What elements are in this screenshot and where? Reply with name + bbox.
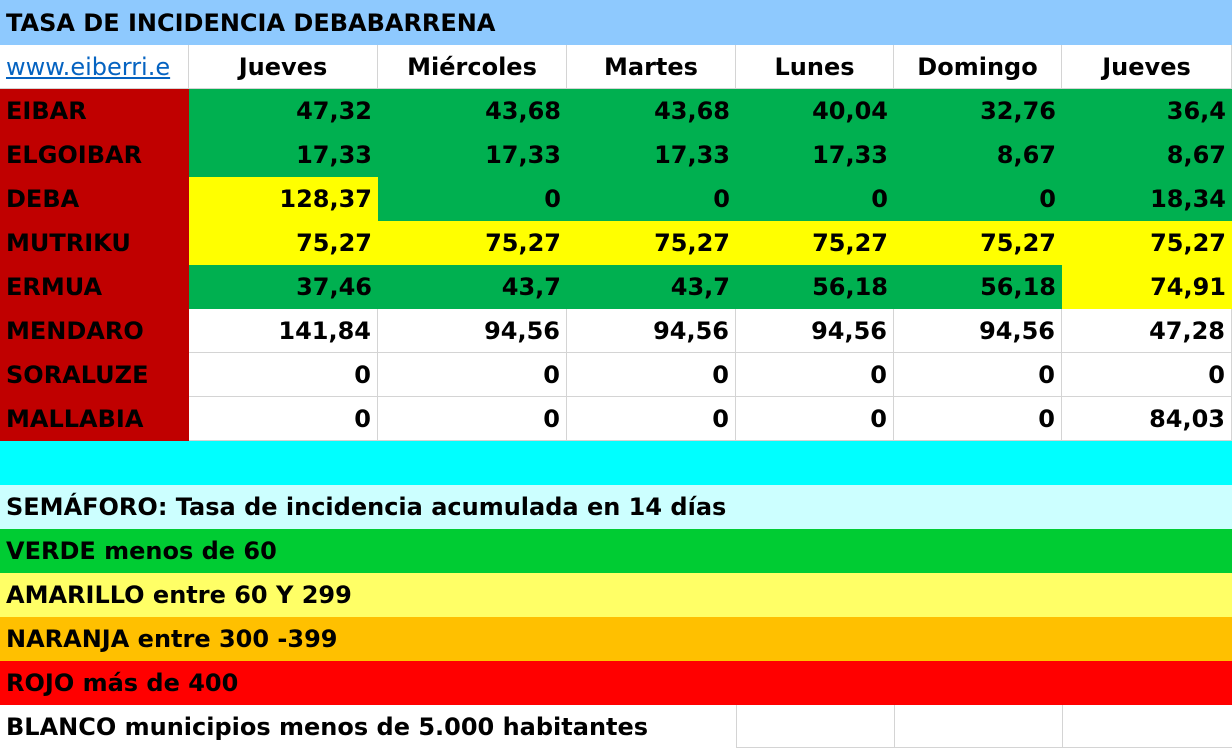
municipality-name[interactable]: ERMUA — [0, 265, 189, 309]
incidence-cell[interactable]: 36,4 — [1062, 89, 1232, 133]
incidence-cell[interactable]: 84,03 — [1062, 397, 1232, 441]
incidence-cell[interactable]: 75,27 — [894, 221, 1062, 265]
incidence-cell[interactable]: 75,27 — [189, 221, 378, 265]
incidence-cell[interactable]: 0 — [736, 397, 894, 441]
table-row: ELGOIBAR 17,33 17,33 17,33 17,33 8,67 8,67 — [0, 133, 1232, 177]
empty-cell[interactable] — [1062, 705, 1232, 748]
table-row: SORALUZE 0 0 0 0 0 0 — [0, 353, 1232, 397]
municipality-name[interactable]: ELGOIBAR — [0, 133, 189, 177]
incidence-cell[interactable]: 0 — [894, 177, 1062, 221]
legend-row-orange: NARANJA entre 300 -399 — [0, 617, 1232, 661]
incidence-cell[interactable]: 0 — [567, 353, 736, 397]
table-row: ERMUA 37,46 43,7 43,7 56,18 56,18 74,91 — [0, 265, 1232, 309]
incidence-cell[interactable]: 47,28 — [1062, 309, 1232, 353]
incidence-cell[interactable]: 37,46 — [189, 265, 378, 309]
incidence-cell[interactable]: 0 — [894, 353, 1062, 397]
incidence-cell[interactable]: 17,33 — [567, 133, 736, 177]
incidence-cell[interactable]: 141,84 — [189, 309, 378, 353]
incidence-cell[interactable]: 0 — [736, 177, 894, 221]
municipality-name[interactable]: MENDARO — [0, 309, 189, 353]
incidence-cell[interactable]: 56,18 — [894, 265, 1062, 309]
incidence-cell[interactable]: 0 — [736, 353, 894, 397]
incidence-cell[interactable]: 8,67 — [894, 133, 1062, 177]
incidence-cell[interactable]: 0 — [378, 177, 567, 221]
legend-orange[interactable]: NARANJA entre 300 -399 — [6, 625, 338, 653]
incidence-cell[interactable]: 8,67 — [1062, 133, 1232, 177]
table-row: MENDARO 141,84 94,56 94,56 94,56 94,56 47,28 — [0, 309, 1232, 353]
empty-cell[interactable] — [0, 441, 1232, 485]
incidence-cell[interactable]: 43,7 — [567, 265, 736, 309]
table-row: MUTRIKU 75,27 75,27 75,27 75,27 75,27 75,27 — [0, 221, 1232, 265]
spacer-row — [0, 441, 1232, 485]
incidence-cell[interactable]: 0 — [567, 397, 736, 441]
municipality-name[interactable]: MALLABIA — [0, 397, 189, 441]
incidence-cell[interactable]: 0 — [378, 353, 567, 397]
column-header[interactable]: Miércoles — [378, 45, 567, 89]
incidence-cell[interactable]: 0 — [567, 177, 736, 221]
column-header[interactable]: Domingo — [894, 45, 1062, 89]
table-row: DEBA 128,37 0 0 0 0 18,34 — [0, 177, 1232, 221]
incidence-cell[interactable]: 94,56 — [894, 309, 1062, 353]
municipality-name[interactable]: SORALUZE — [0, 353, 189, 397]
municipality-name[interactable]: MUTRIKU — [0, 221, 189, 265]
legend-green[interactable]: VERDE menos de 60 — [6, 537, 277, 565]
eiberri-link[interactable]: www.eiberri.e — [6, 52, 171, 81]
incidence-cell[interactable]: 75,27 — [736, 221, 894, 265]
incidence-cell[interactable]: 75,27 — [1062, 221, 1232, 265]
column-header[interactable]: Martes — [567, 45, 736, 89]
column-header[interactable]: Jueves — [1062, 45, 1232, 89]
incidence-cell[interactable]: 43,68 — [378, 89, 567, 133]
legend-row-red: ROJO más de 400 — [0, 661, 1232, 705]
table-row: EIBAR 47,32 43,68 43,68 40,04 32,76 36,4 — [0, 89, 1232, 133]
incidence-cell[interactable]: 75,27 — [378, 221, 567, 265]
incidence-cell[interactable]: 0 — [189, 397, 378, 441]
incidence-cell[interactable]: 43,7 — [378, 265, 567, 309]
empty-cell[interactable] — [736, 705, 894, 748]
incidence-cell[interactable]: 0 — [189, 353, 378, 397]
incidence-cell[interactable]: 47,32 — [189, 89, 378, 133]
link-cell[interactable]: www.eiberri.e — [0, 45, 189, 89]
incidence-cell[interactable]: 94,56 — [378, 309, 567, 353]
legend-red[interactable]: ROJO más de 400 — [6, 669, 239, 697]
incidence-cell[interactable]: 0 — [1062, 353, 1232, 397]
sheet-title[interactable]: TASA DE INCIDENCIA DEBABARRENA — [6, 8, 496, 37]
incidence-cell[interactable]: 128,37 — [189, 177, 378, 221]
incidence-cell[interactable]: 94,56 — [567, 309, 736, 353]
table-row: MALLABIA 0 0 0 0 0 84,03 — [0, 397, 1232, 441]
incidence-cell[interactable]: 56,18 — [736, 265, 894, 309]
incidence-cell[interactable]: 40,04 — [736, 89, 894, 133]
legend-footer[interactable]: BLANCO municipios menos de 5.000 habitan… — [6, 712, 649, 741]
empty-cell[interactable] — [894, 705, 1062, 748]
incidence-cell[interactable]: 32,76 — [894, 89, 1062, 133]
incidence-cell[interactable]: 94,56 — [736, 309, 894, 353]
incidence-cell[interactable]: 74,91 — [1062, 265, 1232, 309]
incidence-cell[interactable]: 17,33 — [736, 133, 894, 177]
header-row: www.eiberri.e Jueves Miércoles Martes Lu… — [0, 45, 1232, 89]
legend-row-yellow: AMARILLO entre 60 Y 299 — [0, 573, 1232, 617]
incidence-cell[interactable]: 18,34 — [1062, 177, 1232, 221]
incidence-cell[interactable]: 43,68 — [567, 89, 736, 133]
title-row: TASA DE INCIDENCIA DEBABARRENA — [0, 0, 1232, 45]
legend-footer-row: BLANCO municipios menos de 5.000 habitan… — [0, 705, 1232, 748]
legend-row-green: VERDE menos de 60 — [0, 529, 1232, 573]
column-header[interactable]: Jueves — [189, 45, 378, 89]
legend-header[interactable]: SEMÁFORO: Tasa de incidencia acumulada e… — [6, 493, 727, 521]
municipality-name[interactable]: DEBA — [0, 177, 189, 221]
incidence-cell[interactable]: 0 — [894, 397, 1062, 441]
incidence-cell[interactable]: 75,27 — [567, 221, 736, 265]
incidence-cell[interactable]: 17,33 — [189, 133, 378, 177]
municipality-name[interactable]: EIBAR — [0, 89, 189, 133]
legend-yellow[interactable]: AMARILLO entre 60 Y 299 — [6, 581, 352, 609]
incidence-cell[interactable]: 0 — [378, 397, 567, 441]
legend-header-row: SEMÁFORO: Tasa de incidencia acumulada e… — [0, 485, 1232, 529]
incidence-cell[interactable]: 17,33 — [378, 133, 567, 177]
column-header[interactable]: Lunes — [736, 45, 894, 89]
